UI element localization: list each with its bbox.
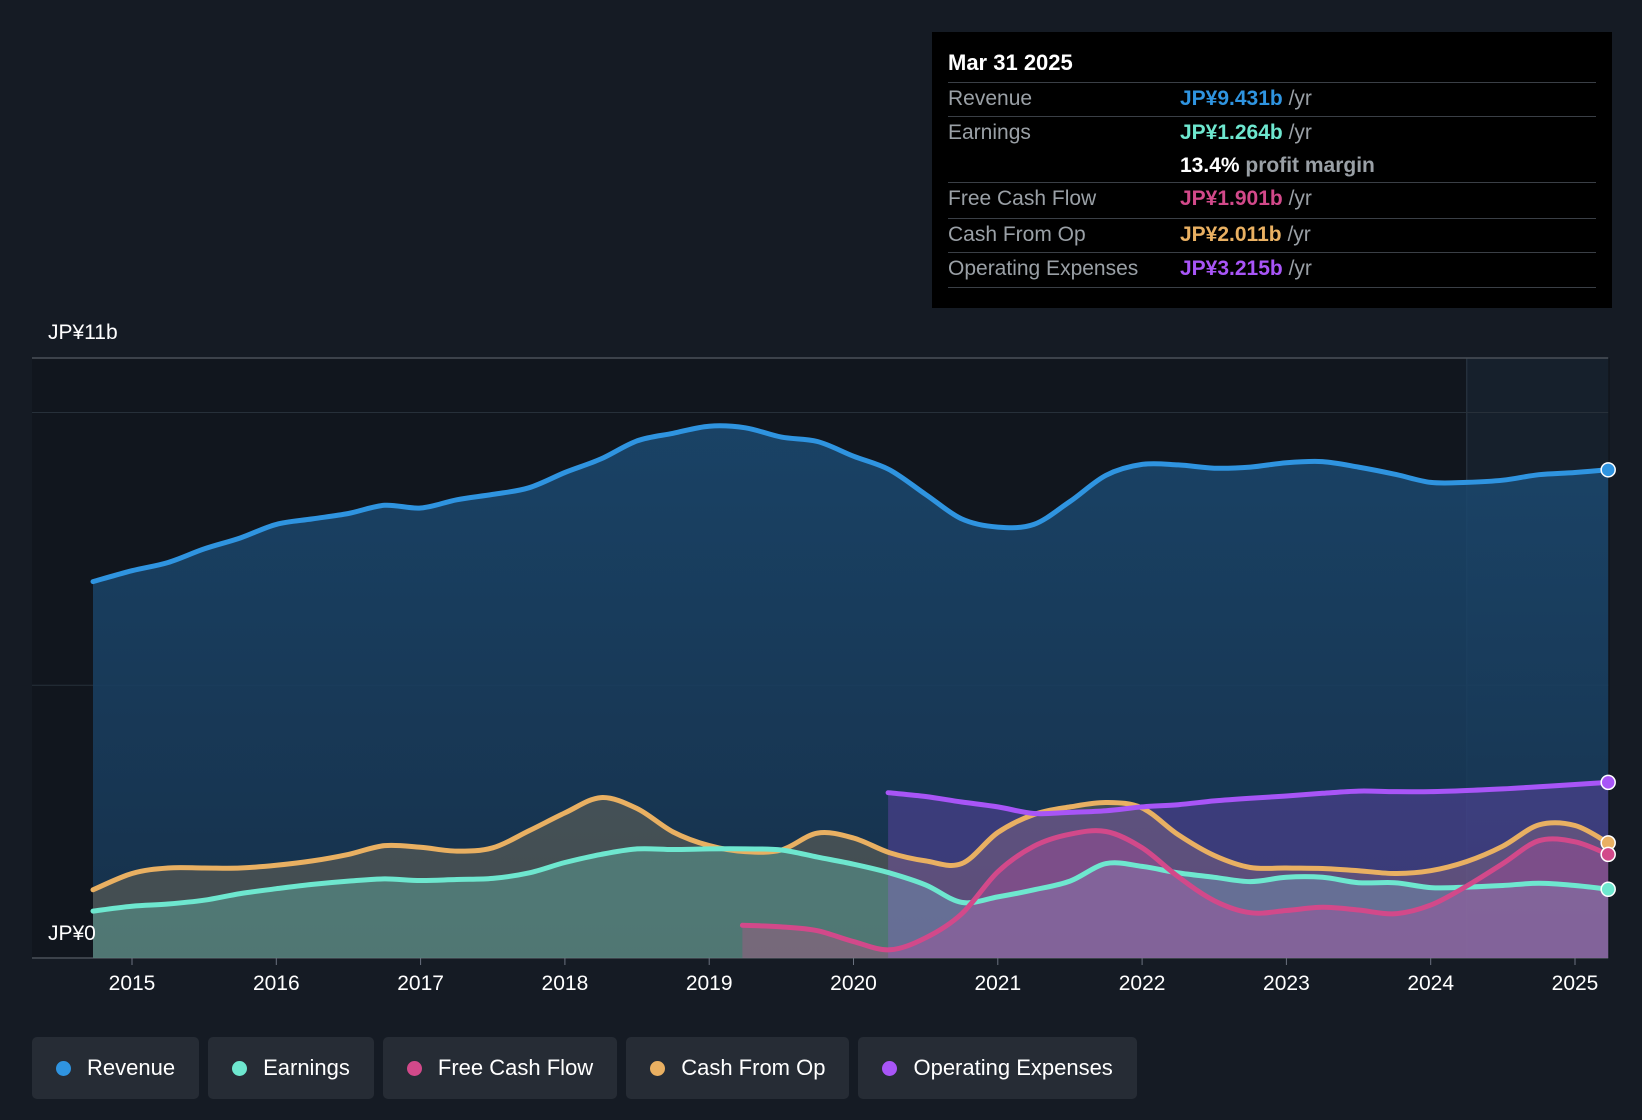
series-areas (93, 425, 1609, 959)
x-tick-label-2022: 2022 (1119, 972, 1166, 995)
tooltip-fcf-value-wrap: JP¥1.901b /yr (1180, 187, 1312, 211)
legend-item-free-cash-flow[interactable]: Free Cash Flow (382, 1037, 618, 1099)
area-revenue (93, 425, 1609, 959)
tooltip-row-earnings: Earnings JP¥1.264b /yr (948, 116, 1596, 151)
legend-dot-cash-from-op (650, 1060, 666, 1076)
x-tick-label-2015: 2015 (109, 972, 156, 995)
tooltip-revenue-value-wrap: JP¥9.431b /yr (1180, 87, 1312, 111)
tooltip-opex-value: JP¥3.215b (1180, 257, 1283, 280)
x-tick-label-2017: 2017 (397, 972, 444, 995)
legend-item-earnings[interactable]: Earnings (208, 1037, 374, 1099)
tooltip: Mar 31 2025 Revenue JP¥9.431b /yr Earnin… (932, 32, 1612, 308)
tooltip-row-opex: Operating Expenses JP¥3.215b /yr (948, 252, 1596, 288)
area-fcf (742, 830, 1609, 958)
tooltip-fcf-unit: /yr (1288, 187, 1312, 210)
tooltip-revenue-unit: /yr (1288, 87, 1312, 110)
tooltip-cfo-name: Cash From Op (948, 223, 1086, 246)
series-end-dots (1600, 462, 1616, 898)
line-earnings (90, 846, 1611, 914)
series-lines (90, 423, 1611, 953)
tooltip-margin-value: 13.4% (1180, 154, 1240, 177)
line-opex (885, 779, 1611, 817)
line-fcf (739, 828, 1611, 953)
tooltip-earnings-value-wrap: JP¥1.264b /yr (1180, 121, 1312, 145)
line-revenue (90, 423, 1611, 585)
legend-label-earnings: Earnings (263, 1055, 350, 1080)
tooltip-cfo-value: JP¥2.011b (1180, 223, 1282, 246)
legend-label-operating-expenses: Operating Expenses (913, 1055, 1113, 1080)
tooltip-row-margin: 13.4% profit margin (948, 150, 1596, 184)
tooltip-fcf-name: Free Cash Flow (948, 187, 1097, 210)
x-tick-label-2019: 2019 (686, 972, 733, 995)
end-dot-fcf (1600, 846, 1616, 863)
x-tick-label-2023: 2023 (1263, 972, 1310, 995)
tooltip-earnings-value: JP¥1.264b (1180, 121, 1283, 144)
legend-item-operating-expenses[interactable]: Operating Expenses (858, 1037, 1137, 1099)
legend-label-cash-from-op: Cash From Op (681, 1055, 826, 1080)
tooltip-cfo-value-wrap: JP¥2.011b /yr (1180, 223, 1311, 247)
tooltip-opex-value-wrap: JP¥3.215b /yr (1180, 257, 1312, 281)
line-cfo (90, 795, 1611, 893)
legend: Revenue Earnings Free Cash Flow Cash Fro… (32, 1037, 1137, 1099)
legend-label-free-cash-flow: Free Cash Flow (437, 1055, 594, 1080)
x-tick-label-2021: 2021 (974, 972, 1021, 995)
tooltip-revenue-value: JP¥9.431b (1180, 87, 1283, 110)
legend-label-revenue: Revenue (87, 1055, 176, 1080)
tooltip-row-revenue: Revenue JP¥9.431b /yr (948, 82, 1596, 117)
legend-dot-operating-expenses (882, 1060, 898, 1076)
end-dot-earnings (1600, 881, 1616, 898)
x-tick-label-2020: 2020 (830, 972, 877, 995)
x-tick-label-2016: 2016 (253, 972, 300, 995)
tooltip-margin-label: profit margin (1245, 154, 1375, 177)
legend-dot-revenue (56, 1060, 71, 1076)
area-earnings (93, 848, 1609, 958)
area-opex (888, 782, 1609, 958)
tooltip-cfo-unit: /yr (1287, 223, 1311, 246)
end-dot-opex (1600, 774, 1616, 791)
tooltip-margin-wrap: 13.4% profit margin (1180, 154, 1375, 178)
legend-item-cash-from-op[interactable]: Cash From Op (626, 1037, 850, 1099)
tooltip-row-fcf: Free Cash Flow JP¥1.901b /yr (948, 182, 1596, 217)
tooltip-earnings-name: Earnings (948, 121, 1031, 144)
tooltip-row-cfo: Cash From Op JP¥2.011b /yr (948, 218, 1596, 253)
end-dot-revenue (1600, 462, 1616, 478)
area-cfo (93, 797, 1609, 958)
y-axis-top-label: JP¥11b (48, 321, 118, 344)
tooltip-opex-name: Operating Expenses (948, 257, 1139, 280)
tooltip-earnings-unit: /yr (1288, 121, 1312, 144)
x-tick-label-2025: 2025 (1552, 972, 1599, 995)
x-axis: 2015 2016 2017 2018 2019 2020 2021 2022 2023 2024… (109, 958, 1599, 995)
tooltip-date: Mar 31 2025 (948, 50, 1073, 75)
x-tick-label-2024: 2024 (1407, 972, 1454, 995)
legend-dot-free-cash-flow (406, 1060, 422, 1076)
legend-dot-earnings (232, 1060, 248, 1076)
x-tick-label-2018: 2018 (542, 972, 589, 995)
tooltip-fcf-value: JP¥1.901b (1180, 187, 1283, 210)
legend-item-revenue[interactable]: Revenue (32, 1037, 200, 1099)
y-axis-bottom-label: JP¥0 (48, 922, 96, 945)
tooltip-revenue-name: Revenue (948, 87, 1033, 110)
tooltip-opex-unit: /yr (1288, 257, 1312, 280)
